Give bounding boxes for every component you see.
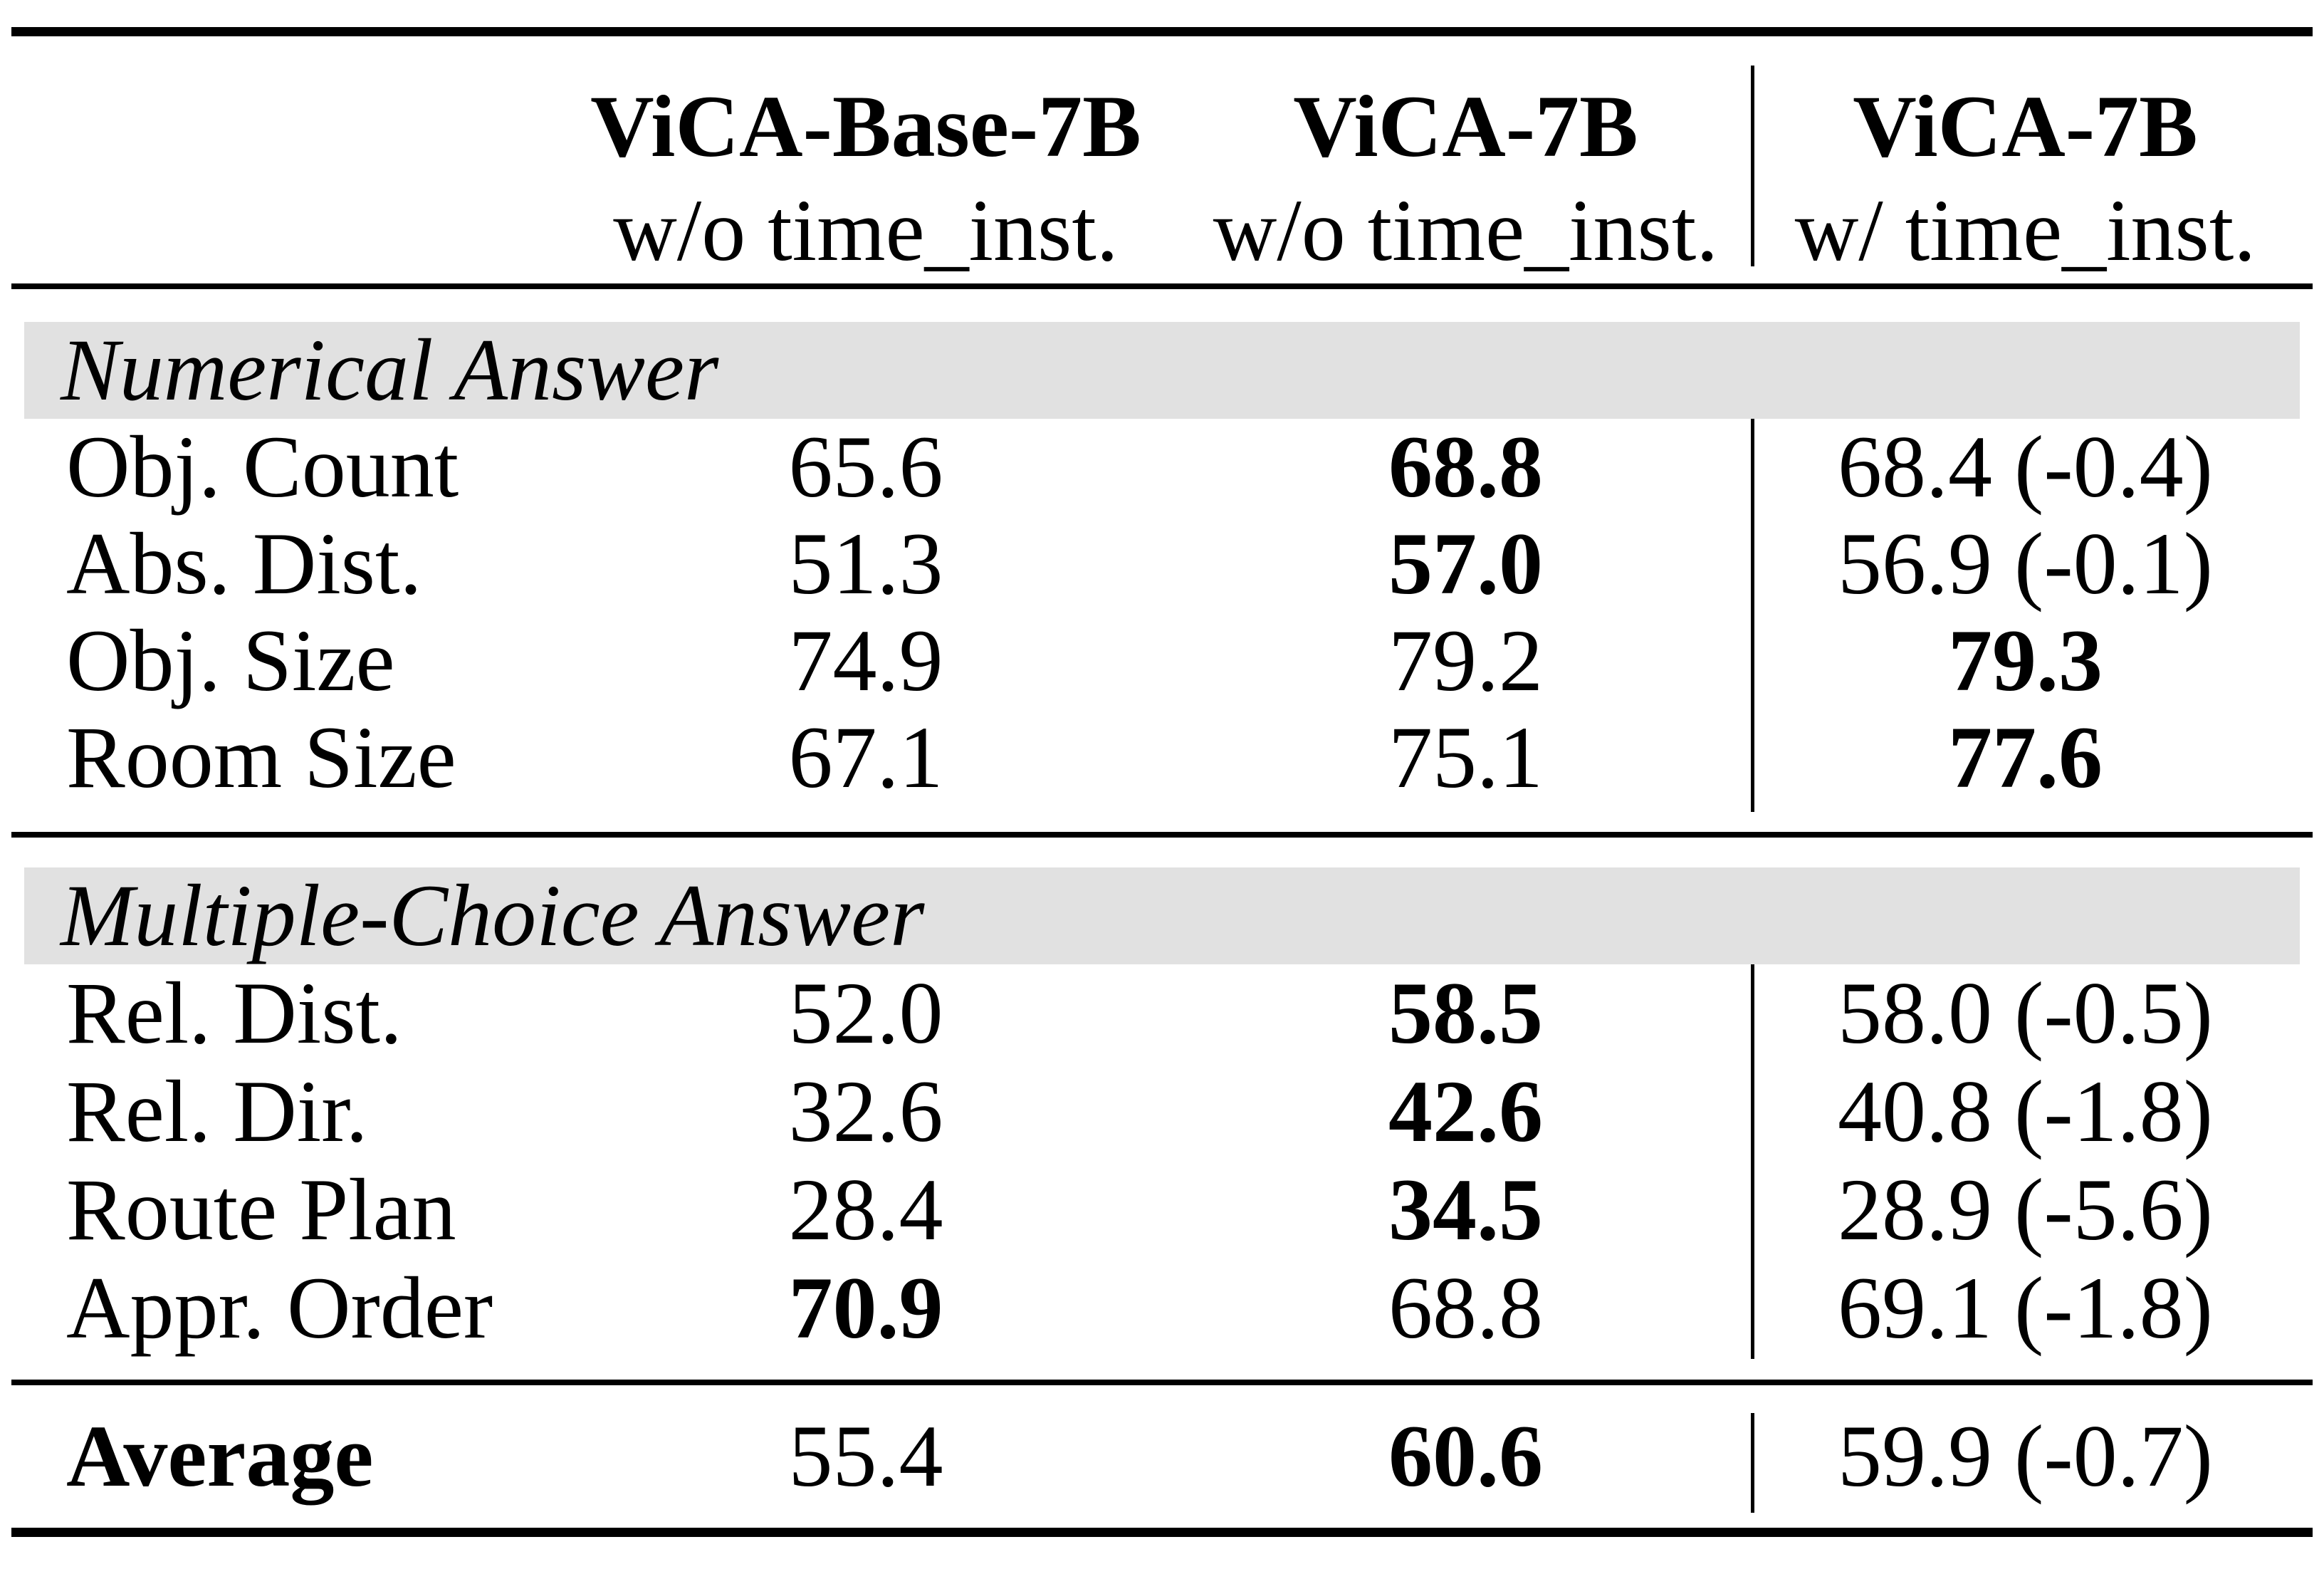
value-base: 67.1	[788, 709, 943, 806]
row-label: Rel. Dist.	[66, 964, 402, 1062]
section-band-numerical: Numerical Answer	[24, 322, 2300, 419]
table-row-abs-dist: Abs. Dist. 51.3 57.0 56.9 (-0.1)	[11, 516, 2313, 613]
column-separator	[1751, 1413, 1754, 1513]
value-vica-time: 58.0 (-0.5)	[1838, 964, 2213, 1062]
table-header-row: ViCA-Base-7B w/o time_inst. ViCA-7B w/o …	[11, 36, 2313, 283]
value-vica: 68.8	[1388, 1259, 1543, 1357]
table-row-rel-dist: Rel. Dist. 52.0 58.5 58.0 (-0.5)	[11, 964, 2313, 1063]
results-table: ViCA-Base-7B w/o time_inst. ViCA-7B w/o …	[11, 27, 2313, 1537]
row-label: Obj. Count	[66, 418, 459, 516]
footer-rule	[11, 1380, 2313, 1385]
value-vica: 75.1	[1388, 709, 1543, 806]
row-label: Route Plan	[66, 1161, 456, 1258]
value-base: 55.4	[788, 1407, 943, 1505]
table-row-obj-size: Obj. Size 74.9 79.2 79.3	[11, 613, 2313, 709]
value-vica: 79.2	[1388, 612, 1543, 709]
row-label: Rel. Dir.	[66, 1063, 368, 1160]
header-model-variant: w/o time_inst.	[1213, 182, 1719, 279]
value-vica-time: 59.9 (-0.7)	[1838, 1407, 2213, 1505]
value-vica: 34.5	[1388, 1161, 1543, 1258]
value-base: 51.3	[788, 515, 943, 613]
header-model-name: ViCA-7B	[1853, 78, 2198, 175]
column-separator	[1751, 964, 1754, 1359]
table-row-room-size: Room Size 67.1 75.1 77.6	[11, 709, 2313, 806]
value-vica-time: 79.3	[1948, 612, 2103, 709]
header-vica-7b-w-time: ViCA-7B w/ time_inst.	[1738, 75, 2313, 283]
header-model-variant: w/ time_inst.	[1794, 182, 2256, 279]
top-rule	[11, 27, 2313, 36]
value-vica-time: 77.6	[1948, 709, 2103, 806]
value-base: 70.9	[788, 1259, 943, 1357]
column-separator	[1751, 419, 1754, 812]
row-label: Appr. Order	[66, 1259, 493, 1357]
value-base: 52.0	[788, 964, 943, 1062]
table-row-average: Average 55.4 60.6 59.9 (-0.7)	[11, 1385, 2313, 1528]
value-vica: 58.5	[1388, 964, 1543, 1062]
row-label: Average	[66, 1407, 374, 1505]
section-band-multiple-choice: Multiple-Choice Answer	[24, 867, 2300, 964]
value-base: 28.4	[788, 1161, 943, 1258]
value-vica-time: 56.9 (-0.1)	[1838, 515, 2213, 613]
column-separator	[1751, 66, 1754, 266]
section-title: Multiple-Choice Answer	[61, 867, 925, 964]
table-row-appr-order: Appr. Order 70.9 68.8 69.1 (-1.8)	[11, 1259, 2313, 1357]
value-vica: 68.8	[1388, 418, 1543, 516]
row-label: Room Size	[66, 709, 456, 806]
header-model-name: ViCA-7B	[1293, 78, 1638, 175]
value-vica-time: 40.8 (-1.8)	[1838, 1063, 2213, 1160]
value-vica: 60.6	[1388, 1407, 1543, 1505]
value-base: 74.9	[788, 612, 943, 709]
section-divider-rule	[11, 832, 2313, 838]
value-vica-time: 28.9 (-5.6)	[1838, 1161, 2213, 1258]
bottom-rule	[11, 1528, 2313, 1537]
header-vica-7b-wo-time: ViCA-7B w/o time_inst.	[1193, 75, 1738, 283]
value-vica-time: 69.1 (-1.8)	[1838, 1259, 2213, 1357]
row-label: Abs. Dist.	[66, 515, 422, 613]
table-row-rel-dir: Rel. Dir. 32.6 42.6 40.8 (-1.8)	[11, 1063, 2313, 1161]
row-label: Obj. Size	[66, 612, 395, 709]
value-vica-time: 68.4 (-0.4)	[1838, 418, 2213, 516]
section-title: Numerical Answer	[61, 321, 719, 419]
header-model-name: ViCA-Base-7B	[590, 78, 1141, 175]
value-base: 32.6	[788, 1063, 943, 1160]
header-rule	[11, 283, 2313, 289]
value-vica: 42.6	[1388, 1063, 1543, 1160]
header-vica-base-7b: ViCA-Base-7B w/o time_inst.	[538, 75, 1193, 283]
table-row-obj-count: Obj. Count 65.6 68.8 68.4 (-0.4)	[11, 419, 2313, 516]
table-row-route-plan: Route Plan 28.4 34.5 28.9 (-5.6)	[11, 1161, 2313, 1259]
value-base: 65.6	[788, 418, 943, 516]
header-model-variant: w/o time_inst.	[613, 182, 1119, 279]
value-vica: 57.0	[1388, 515, 1543, 613]
